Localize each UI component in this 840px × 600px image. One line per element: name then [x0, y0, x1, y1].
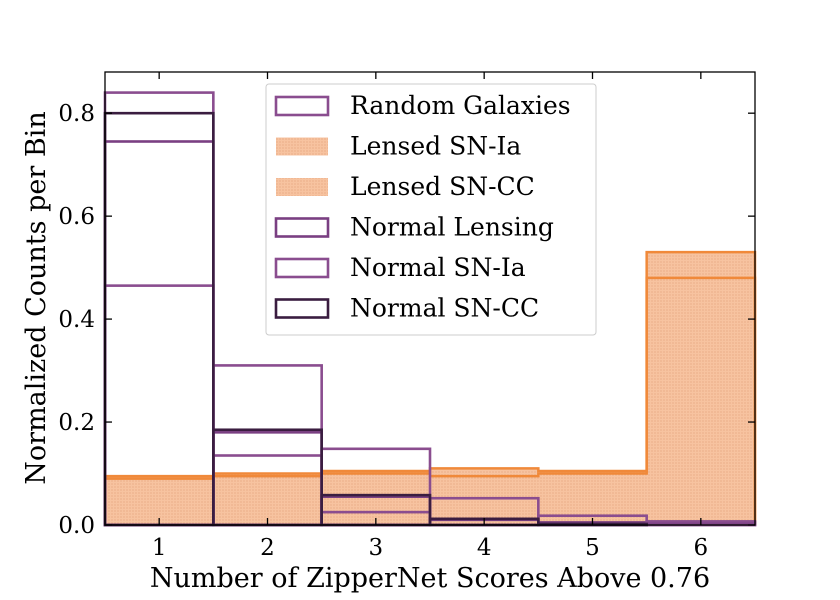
lensed-sn-ia-legend-label: Lensed SN-Ia	[350, 132, 521, 161]
x-tick-label: 2	[260, 535, 275, 561]
filled-series-layer	[103, 250, 757, 525]
normal-sn-cc-legend-swatch	[274, 298, 330, 319]
normal-sn-ia-legend-swatch	[274, 257, 330, 279]
legend-frame	[265, 83, 597, 336]
lensed-sn-cc-bar	[213, 476, 322, 525]
y-tick-label: 0.0	[58, 513, 95, 539]
lensed-sn-cc-bar	[321, 473, 430, 525]
normal-lensing-legend-label: Normal Lensing	[350, 213, 554, 242]
lensed-sn-cc-bar	[430, 476, 539, 525]
y-tick-label: 0.4	[58, 307, 95, 333]
y-tick-label: 0.6	[58, 204, 95, 230]
normal-sn-ia-legend-label: Normal SN-Ia	[350, 253, 526, 282]
normal-lensing-legend-swatch	[274, 217, 330, 238]
axis-ticks: 1 2 3 4 5 6 0.0 0.2 0.4 0.6 0.8	[58, 72, 755, 561]
lensed-sn-cc-bar	[646, 277, 755, 525]
x-tick-label: 6	[694, 535, 709, 561]
lensed-sn-cc-bar	[105, 478, 214, 525]
lensed-sn-cc-legend-label: Lensed SN-CC	[350, 172, 535, 201]
normal-sn-cc-legend-label: Normal SN-CC	[350, 294, 539, 323]
y-axis-label: Normalized Counts per Bin	[21, 111, 52, 484]
x-tick-label: 3	[369, 535, 384, 561]
random-galaxies-legend-swatch	[274, 95, 330, 117]
x-tick-label: 1	[152, 535, 167, 561]
random-galaxies-legend-label: Random Galaxies	[350, 91, 571, 120]
y-tick-label: 0.2	[58, 410, 95, 436]
legend: Random Galaxies Lensed SN-Ia Lensed SN-CC N…	[265, 83, 597, 336]
x-axis-label: Number of ZipperNet Scores Above 0.76	[150, 563, 710, 594]
lensed-sn-cc-legend-swatch	[276, 178, 328, 196]
x-tick-label: 4	[477, 535, 492, 561]
y-tick-label: 0.8	[58, 101, 95, 127]
lensed-sn-cc-bar	[538, 473, 647, 525]
plot-frame	[104, 71, 756, 526]
lensed-sn-ia-legend-swatch	[276, 137, 328, 156]
x-tick-label: 5	[585, 535, 600, 561]
